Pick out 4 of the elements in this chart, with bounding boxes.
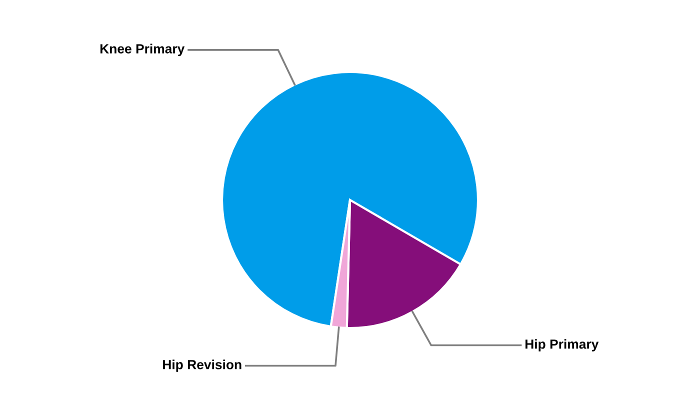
slice-label: Hip Revision [163, 360, 242, 372]
pie-slice [220, 70, 480, 328]
slice-label: Knee Primary [100, 44, 185, 56]
slice-label: Hip Primary [526, 339, 599, 352]
